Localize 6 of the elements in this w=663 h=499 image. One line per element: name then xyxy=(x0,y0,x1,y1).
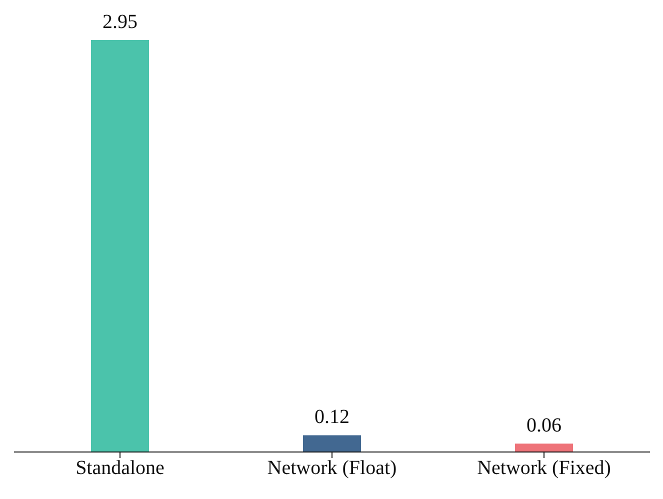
x-tick-label: Network (Float) xyxy=(267,457,397,480)
x-tick-label: Standalone xyxy=(76,457,165,480)
data-label: 0.06 xyxy=(526,414,562,437)
x-tick-label: Network (Fixed) xyxy=(477,457,611,480)
data-label: 0.12 xyxy=(314,406,350,428)
data-label: 2.95 xyxy=(102,11,138,33)
